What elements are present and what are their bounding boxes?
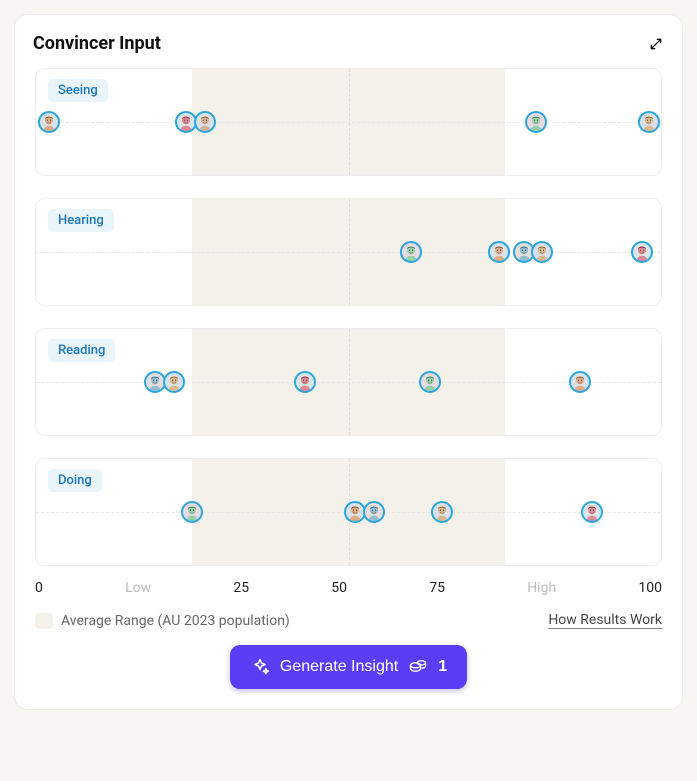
baseline (36, 122, 661, 123)
avatar[interactable] (163, 371, 185, 393)
avatar[interactable] (488, 241, 510, 263)
row-label: Doing (48, 469, 102, 492)
chart-row: Reading (35, 328, 662, 436)
legend-label: Average Range (AU 2023 population) (61, 613, 290, 629)
avatar[interactable] (419, 371, 441, 393)
legend-swatch (35, 613, 53, 629)
avatar[interactable] (525, 111, 547, 133)
chart-area: Seeing Hearing Reading Doing (33, 68, 664, 566)
generate-insight-label: Generate Insight (280, 658, 398, 676)
legend-left: Average Range (AU 2023 population) (35, 613, 290, 629)
row-label: Seeing (48, 79, 108, 102)
avatar[interactable] (400, 241, 422, 263)
avatar[interactable] (631, 241, 653, 263)
avatar[interactable] (294, 371, 316, 393)
axis-tick: 25 (233, 580, 249, 596)
baseline (36, 252, 661, 253)
convincer-input-card: Convincer Input Seeing Hearing Reading Doin… (14, 14, 683, 710)
axis-tick: 50 (331, 580, 347, 596)
actions: Generate Insight 1 (33, 645, 664, 689)
avatar[interactable] (638, 111, 660, 133)
avatar[interactable] (194, 111, 216, 133)
axis-tick: High (527, 580, 556, 596)
expand-icon[interactable] (648, 36, 664, 52)
avatar[interactable] (363, 501, 385, 523)
baseline (36, 382, 661, 383)
row-label: Reading (48, 339, 115, 362)
chart-axis: 0 Low 25 50 75 High 100 (33, 580, 664, 596)
coins-icon (408, 657, 428, 677)
chart-row: Hearing (35, 198, 662, 306)
avatar[interactable] (431, 501, 453, 523)
avatar[interactable] (38, 111, 60, 133)
avatar[interactable] (181, 501, 203, 523)
axis-tick: Low (125, 580, 151, 596)
avatar[interactable] (569, 371, 591, 393)
legend-row: Average Range (AU 2023 population) How R… (33, 612, 664, 629)
avatar[interactable] (581, 501, 603, 523)
sparkle-icon (250, 657, 270, 677)
axis-tick: 100 (638, 580, 662, 596)
card-title: Convincer Input (33, 33, 161, 54)
chart-row: Doing (35, 458, 662, 566)
axis-tick: 75 (429, 580, 445, 596)
generate-insight-cost: 1 (438, 658, 447, 676)
how-results-work-link[interactable]: How Results Work (548, 612, 662, 629)
chart-row: Seeing (35, 68, 662, 176)
generate-insight-button[interactable]: Generate Insight 1 (230, 645, 467, 689)
axis-tick: 0 (35, 580, 43, 596)
card-header: Convincer Input (33, 33, 664, 54)
row-label: Hearing (48, 209, 114, 232)
avatar[interactable] (531, 241, 553, 263)
